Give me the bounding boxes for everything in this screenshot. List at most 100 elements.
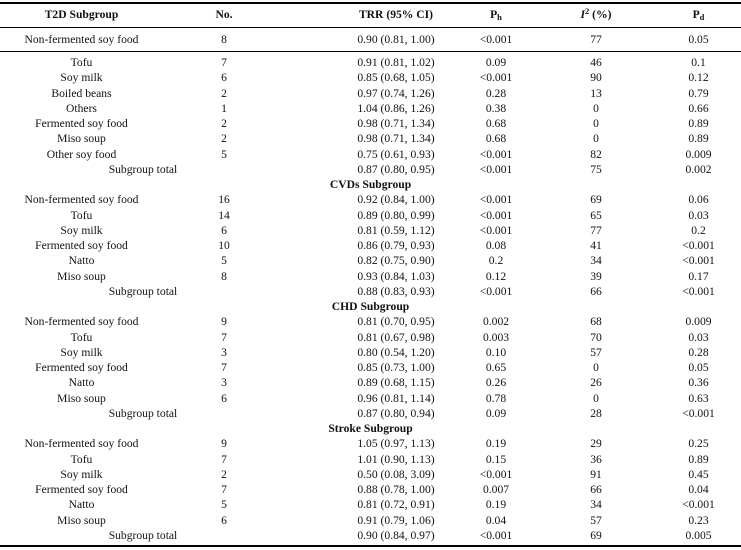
food-name: Natto [68,498,95,512]
study-count: 5 [221,147,227,161]
table-row: Natto 5 0.81 (0.72, 0.91) 0.19 34 <0.001 [0,497,741,512]
food-name: Natto [68,376,95,390]
study-count: 9 [221,437,227,451]
ph-value: 0.28 [485,86,507,100]
pd-value: 0.002 [685,162,712,176]
trr-value: 0.81 (0.72, 0.91) [357,498,435,512]
pd-value: 0.03 [688,330,709,344]
ph-value: <0.001 [479,223,513,237]
subgroup-title: Stroke Subgroup [328,422,413,435]
trr-value: 1.04 (0.86, 1.26) [357,101,435,115]
trr-value: 0.98 (0.71, 1.34) [357,132,435,146]
study-count: 8 [221,33,227,46]
pd-value: 0.79 [688,86,709,100]
i2-value: 0 [593,101,599,115]
subgroup-title: CVDs Subgroup [329,178,412,191]
food-name: Non-fermented soy food [24,437,139,451]
ph-value: 0.002 [482,315,510,329]
pd-value: 0.04 [688,483,709,496]
food-name: Soy milk [60,345,103,359]
food-name: Subgroup total [108,406,178,420]
study-count: 8 [221,269,227,283]
header-i2: I2 (%) [580,6,612,21]
trr-value: 0.50 (0.08, 3.09) [357,467,435,481]
study-count: 14 [218,208,230,222]
study-count: 7 [221,483,227,496]
ph-value: <0.001 [479,528,513,542]
study-count: 1 [221,101,227,115]
trr-value: 0.87 (0.80, 0.95) [357,162,435,176]
pd-value: 0.06 [688,193,709,207]
pd-value: 0.89 [688,452,709,466]
study-count: 5 [221,498,227,512]
table-row: Natto 3 0.89 (0.68, 1.15) 0.26 26 0.36 [0,375,741,390]
food-name: Subgroup total [108,284,178,298]
food-name: Tofu [70,56,93,69]
pd-value: 0.05 [688,361,709,374]
trr-value: 0.96 (0.81, 1.14) [357,391,435,405]
ph-value: 0.003 [482,330,510,344]
study-count: 9 [221,315,227,329]
trr-value: 0.89 (0.68, 1.15) [357,376,435,390]
trr-value: 0.81 (0.67, 0.98) [357,330,435,344]
food-name: Tofu [70,330,93,344]
trr-value: 0.90 (0.84, 0.97) [357,528,435,542]
study-count: 2 [221,117,227,130]
i2-value: 13 [590,86,602,100]
pd-value: 0.05 [688,33,709,46]
food-name: Non-fermented soy food [24,315,139,329]
i2-value: 77 [590,223,602,237]
header-trr: TRR (95% CI) [358,8,434,21]
pd-value: <0.001 [682,239,715,252]
ph-value: 0.04 [485,513,507,527]
study-count: 6 [221,391,227,405]
subgroup-heading: CVDs Subgroup [0,177,741,192]
study-count: 7 [221,56,227,69]
study-count: 7 [221,452,227,466]
i2-value: 57 [590,513,602,527]
table-row: Soy milk 3 0.80 (0.54, 1.20) 0.10 57 0.28 [0,345,741,360]
i2-value: 69 [590,528,602,542]
i2-value: 75 [590,162,602,176]
study-count [178,284,270,299]
trr-value: 0.80 (0.54, 1.20) [357,345,435,359]
i2-value: 70 [590,330,602,344]
trr-value: 0.88 (0.78, 1.00) [357,483,435,496]
food-name: Non-fermented soy food [24,193,139,207]
ph-value: 0.12 [485,269,507,283]
trr-value: 0.81 (0.59, 1.12) [357,223,435,237]
i2-value: 34 [590,254,602,268]
table-row: Boiled beans 2 0.97 (0.74, 1.26) 0.28 13 0.79 [0,86,741,101]
study-count: 10 [218,239,230,252]
food-name: Subgroup total [108,528,178,542]
food-name: Subgroup total [108,162,178,176]
i2-value: 57 [590,345,602,359]
i2-value: 39 [590,269,602,283]
ph-value: 0.09 [485,56,507,69]
food-name: Natto [68,254,95,268]
i2-value: 0 [593,132,599,146]
ph-value: 0.68 [485,132,507,146]
food-name: Miso soup [57,269,106,283]
table-row: Fermented soy food 7 0.85 (0.73, 1.00) 0.65… [0,360,741,375]
food-name: Non-fermented soy food [24,33,139,46]
ph-value: 0.007 [482,483,510,496]
ph-value: <0.001 [479,284,513,298]
food-name: Boiled beans [51,86,112,100]
pd-value: 0.28 [688,345,709,359]
ph-value: 0.26 [485,376,507,390]
ph-value: 0.09 [485,406,507,420]
food-name: Soy milk [60,71,103,85]
food-name: Others [66,101,97,115]
pd-value: 0.63 [688,391,709,405]
trr-value: 0.85 (0.73, 1.00) [357,361,435,374]
food-name: Fermented soy food [35,361,128,374]
food-name: Tofu [70,452,93,466]
table-row: Miso soup 6 0.96 (0.81, 1.14) 0.78 0 0.63 [0,391,741,406]
i2-value: 90 [590,71,602,85]
table-row: Tofu 14 0.89 (0.80, 0.99) <0.001 65 0.03 [0,208,741,223]
pd-value: 0.1 [691,56,706,69]
ph-value: <0.001 [479,33,513,46]
table-row: Non-fermented soy food 9 0.81 (0.70, 0.95)… [0,314,741,329]
